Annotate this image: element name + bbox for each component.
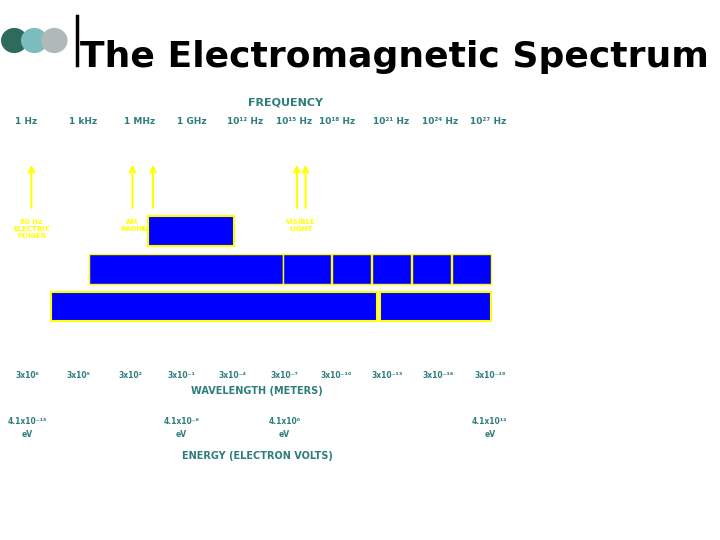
Text: 3x10⁻⁴: 3x10⁻⁴ — [219, 371, 247, 380]
FancyBboxPatch shape — [379, 292, 491, 321]
FancyBboxPatch shape — [413, 254, 451, 284]
Text: 4.1x10⁰: 4.1x10⁰ — [269, 417, 300, 426]
Circle shape — [1, 29, 27, 52]
Text: 4.1x10¹²: 4.1x10¹² — [472, 417, 508, 426]
Text: WAVELENGTH (METERS): WAVELENGTH (METERS) — [191, 387, 323, 396]
Text: 4.1x10⁻⁶: 4.1x10⁻⁶ — [163, 417, 199, 426]
Text: eV: eV — [176, 430, 187, 439]
Text: 3x10⁻¹: 3x10⁻¹ — [168, 371, 196, 380]
Text: X-RAYS: X-RAYS — [379, 266, 405, 271]
Text: GAMMA: GAMMA — [418, 266, 446, 271]
FancyBboxPatch shape — [452, 254, 491, 284]
Text: MICROWAVES: MICROWAVES — [159, 226, 223, 235]
Text: 1 GHz: 1 GHz — [176, 117, 206, 126]
Text: RADIO FREQUENCY RADIATION: RADIO FREQUENCY RADIATION — [132, 266, 240, 271]
Text: 10²⁴ Hz: 10²⁴ Hz — [422, 117, 458, 126]
Text: 4.1x10⁻¹⁵: 4.1x10⁻¹⁵ — [8, 417, 47, 426]
Text: 3x10⁻¹³: 3x10⁻¹³ — [372, 371, 402, 380]
Text: AM
RADIO: AM RADIO — [120, 219, 145, 232]
Text: eV: eV — [485, 430, 495, 439]
Text: 3x10⁻¹⁶: 3x10⁻¹⁶ — [423, 371, 454, 380]
Text: FREQUENCY: FREQUENCY — [248, 98, 323, 107]
Circle shape — [22, 29, 47, 52]
Text: eV: eV — [279, 430, 290, 439]
Text: INFRARED: INFRARED — [289, 266, 325, 271]
FancyBboxPatch shape — [333, 254, 371, 284]
Text: COSMIC: COSMIC — [458, 266, 485, 271]
Text: 1 Hz: 1 Hz — [14, 117, 37, 126]
FancyBboxPatch shape — [283, 254, 331, 284]
Text: 3x10⁻⁷: 3x10⁻⁷ — [271, 371, 298, 380]
FancyBboxPatch shape — [372, 254, 411, 284]
Text: 60 Hz
ELECTRIC
POWER: 60 Hz ELECTRIC POWER — [13, 219, 50, 239]
FancyBboxPatch shape — [51, 292, 377, 321]
Text: 3x10⁻¹⁰: 3x10⁻¹⁰ — [320, 371, 351, 380]
Text: 10¹² Hz: 10¹² Hz — [228, 117, 264, 126]
Text: 1 kHz: 1 kHz — [68, 117, 97, 126]
Circle shape — [42, 29, 67, 52]
Text: FM
RADIO
TV: FM RADIO TV — [140, 219, 166, 239]
Text: 3x10⁻¹⁹: 3x10⁻¹⁹ — [474, 371, 505, 380]
Text: ENERGY (ELECTRON VOLTS): ENERGY (ELECTRON VOLTS) — [181, 451, 333, 461]
Text: 3x10⁶: 3x10⁶ — [15, 371, 40, 380]
Text: The Electromagnetic Spectrum: The Electromagnetic Spectrum — [80, 40, 708, 73]
Text: VISIBLE
LIGHT: VISIBLE LIGHT — [286, 219, 316, 232]
Text: 1 MHz: 1 MHz — [125, 117, 156, 126]
Text: 10²¹ Hz: 10²¹ Hz — [373, 117, 409, 126]
Text: 3x10²: 3x10² — [118, 371, 142, 380]
Text: IONIZING RADIATION: IONIZING RADIATION — [379, 301, 492, 312]
Text: NON-IONIZING RADIATION: NON-IONIZING RADIATION — [143, 301, 285, 312]
Text: 3x10⁵: 3x10⁵ — [67, 371, 91, 380]
Text: 10¹⁵ Hz: 10¹⁵ Hz — [276, 117, 312, 126]
FancyBboxPatch shape — [89, 254, 283, 284]
Text: 10¹⁸ Hz: 10¹⁸ Hz — [319, 117, 355, 126]
Text: ULTRAVIOLET: ULTRAVIOLET — [328, 266, 375, 271]
FancyBboxPatch shape — [148, 216, 234, 246]
Text: 10²⁷ Hz: 10²⁷ Hz — [470, 117, 506, 126]
Text: eV: eV — [22, 430, 33, 439]
